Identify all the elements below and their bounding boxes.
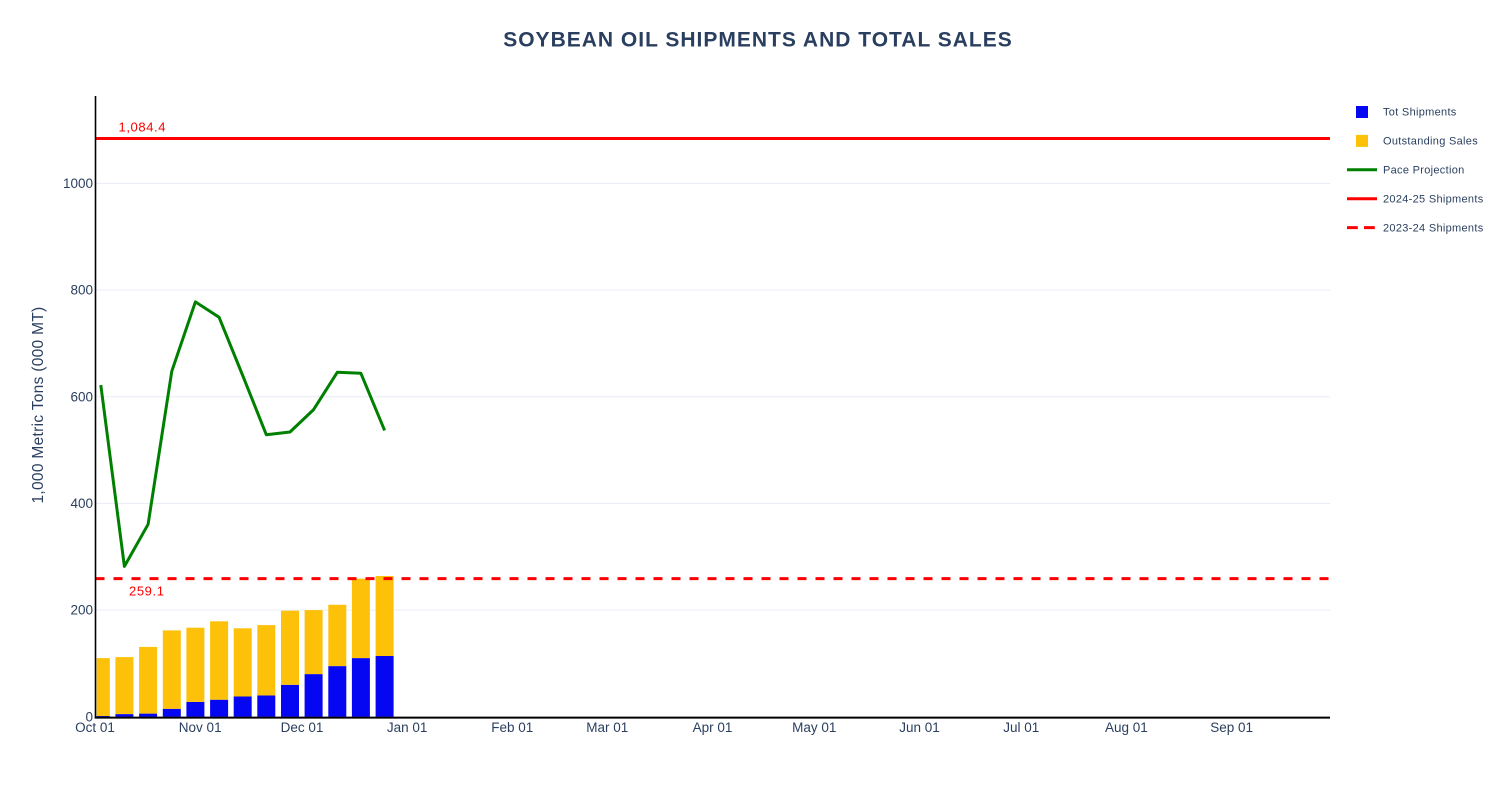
svg-text:May 01: May 01 <box>792 720 836 735</box>
svg-text:Pace Projection: Pace Projection <box>1383 165 1465 177</box>
svg-text:Mar 01: Mar 01 <box>586 720 628 735</box>
svg-text:Aug 01: Aug 01 <box>1105 720 1148 735</box>
svg-text:1,000 Metric Tons (000 MT): 1,000 Metric Tons (000 MT) <box>30 306 47 503</box>
svg-text:400: 400 <box>70 496 93 511</box>
svg-text:Feb 01: Feb 01 <box>491 720 533 735</box>
svg-text:200: 200 <box>70 603 93 618</box>
svg-text:Jan 01: Jan 01 <box>387 720 428 735</box>
svg-text:600: 600 <box>70 389 93 404</box>
svg-text:Apr 01: Apr 01 <box>693 720 733 735</box>
svg-text:Oct 01: Oct 01 <box>75 720 115 735</box>
svg-text:2024-25 Shipments: 2024-25 Shipments <box>1383 193 1484 205</box>
svg-text:Tot Shipments: Tot Shipments <box>1383 107 1457 119</box>
svg-text:2023-24 Shipments: 2023-24 Shipments <box>1383 222 1484 234</box>
svg-text:0: 0 <box>85 709 93 724</box>
svg-text:Nov 01: Nov 01 <box>179 720 222 735</box>
svg-text:Outstanding Sales: Outstanding Sales <box>1383 136 1478 148</box>
svg-text:Sep 01: Sep 01 <box>1210 720 1253 735</box>
svg-text:259.1: 259.1 <box>129 584 165 599</box>
svg-text:1,084.4: 1,084.4 <box>119 119 167 134</box>
svg-text:1000: 1000 <box>63 176 93 191</box>
svg-text:800: 800 <box>70 283 93 298</box>
svg-text:SOYBEAN OIL SHIPMENTS AND TOTA: SOYBEAN OIL SHIPMENTS AND TOTAL SALES <box>503 29 1013 52</box>
svg-text:Jul 01: Jul 01 <box>1003 720 1039 735</box>
svg-text:Jun 01: Jun 01 <box>899 720 940 735</box>
svg-text:Dec 01: Dec 01 <box>281 720 324 735</box>
